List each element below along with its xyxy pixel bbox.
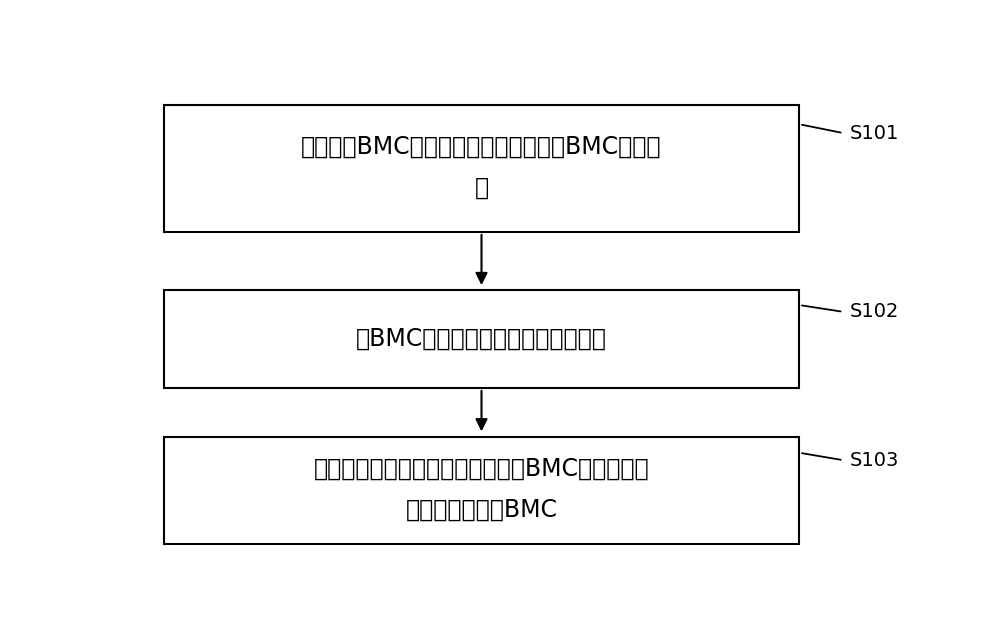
Text: S103: S103	[850, 451, 899, 470]
Bar	[164, 291, 799, 388]
Bar	[164, 437, 799, 544]
Text: S101: S101	[850, 123, 899, 142]
Text: 行放行，以启动BMC: 行放行，以启动BMC	[406, 498, 558, 522]
Text: S102: S102	[850, 303, 899, 322]
Bar	[164, 105, 799, 232]
Text: 号: 号	[474, 176, 489, 200]
Text: 若快闪存储器通过安全校验，则对BMC启动信号进: 若快闪存储器通过安全校验，则对BMC启动信号进	[314, 456, 649, 480]
Text: 在监测到BMC启动信号的情况下，拦截BMC启动信: 在监测到BMC启动信号的情况下，拦截BMC启动信	[301, 135, 662, 159]
Text: 对BMC中的快闪存储器进行安全校验: 对BMC中的快闪存储器进行安全校验	[356, 327, 607, 351]
